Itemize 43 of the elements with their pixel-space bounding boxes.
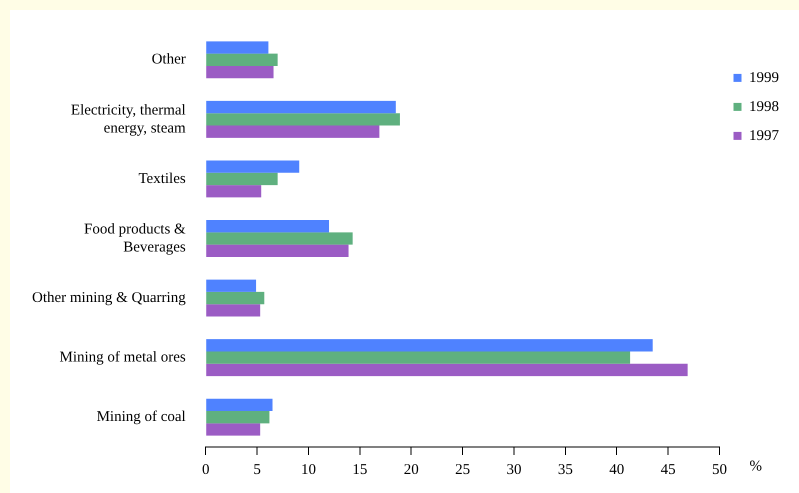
y-tick-label: Mining of metal ores bbox=[59, 350, 186, 366]
legend-label: 1999 bbox=[749, 70, 779, 86]
x-tick-label: 45 bbox=[660, 462, 676, 478]
x-tick-label: 5 bbox=[253, 462, 261, 478]
bar bbox=[206, 339, 653, 352]
x-tick-label: 15 bbox=[352, 462, 368, 478]
bar bbox=[206, 280, 256, 292]
bar bbox=[206, 66, 274, 78]
bar bbox=[206, 244, 349, 257]
bar bbox=[206, 100, 396, 114]
y-tick-label: Food products & Beverages bbox=[84, 221, 186, 256]
bar bbox=[206, 292, 264, 304]
bar bbox=[206, 423, 260, 436]
bar bbox=[206, 160, 300, 173]
x-tick-label: 10 bbox=[300, 462, 316, 478]
x-tick-label: 30 bbox=[506, 462, 522, 478]
legend-label: 1997 bbox=[749, 128, 780, 144]
bar bbox=[206, 185, 262, 198]
bar bbox=[206, 54, 278, 66]
legend-label: 1998 bbox=[749, 98, 779, 115]
y-tick-label: Electricity, thermal energy, steam bbox=[70, 102, 186, 136]
x-axis-title: % bbox=[750, 458, 762, 474]
y-tick-label: Mining of coal bbox=[96, 409, 186, 426]
x-tick-label: 20 bbox=[404, 462, 419, 478]
bar bbox=[206, 351, 630, 364]
bar bbox=[206, 126, 380, 138]
y-tick-label: Textiles bbox=[138, 170, 186, 187]
bar bbox=[206, 411, 270, 424]
x-tick-label: 40 bbox=[609, 462, 624, 478]
x-tick-label: 35 bbox=[558, 462, 573, 478]
y-tick-label: Other bbox=[152, 52, 186, 68]
bar bbox=[206, 113, 400, 126]
bar bbox=[206, 364, 688, 376]
bar bbox=[206, 41, 268, 54]
x-tick-label: 25 bbox=[455, 462, 470, 478]
bar bbox=[206, 398, 273, 412]
bar bbox=[206, 304, 260, 317]
x-tick-label: 50 bbox=[712, 462, 727, 478]
bar bbox=[206, 232, 353, 245]
y-tick-label: Other mining & Quarring bbox=[32, 290, 186, 306]
x-tick-label: 0 bbox=[202, 462, 210, 478]
bar bbox=[206, 172, 278, 186]
bar bbox=[206, 220, 330, 232]
